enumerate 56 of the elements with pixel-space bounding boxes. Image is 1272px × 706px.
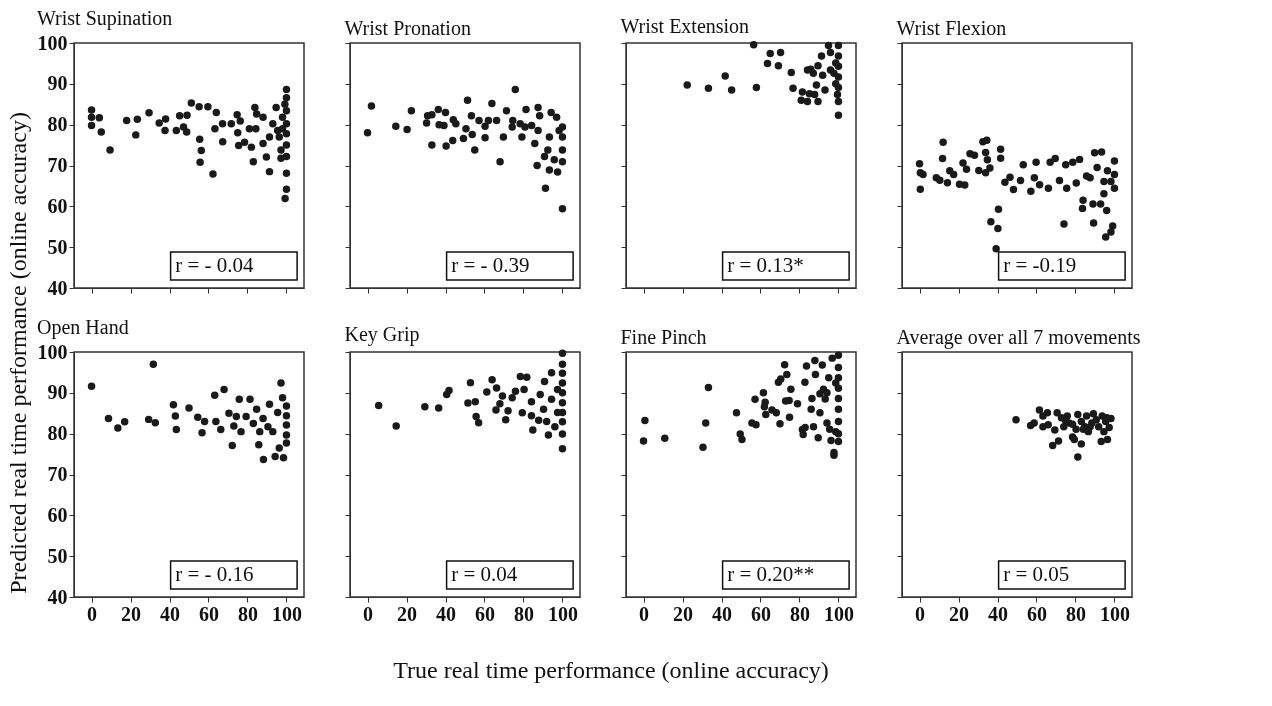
y-tick-label: 50 [47, 544, 68, 567]
y-axis-title: Predicted real time performance (online accuracy) [5, 112, 31, 594]
annotation: r = 0.04 [451, 562, 518, 586]
x-tick-label: 100 [1099, 602, 1130, 625]
y-tick-label: 70 [47, 154, 68, 176]
y-tick-label: 90 [47, 381, 68, 404]
x-tick-label: 100 [823, 602, 854, 625]
y-tick-label: 40 [47, 585, 68, 608]
annotation: r = 0.20** [727, 562, 815, 586]
x-tick-label: 100 [271, 602, 302, 625]
chart-title: Wrist Pronation [344, 16, 471, 39]
chart-title: Key Grip [344, 323, 420, 347]
x-tick-label: 80 [513, 602, 534, 625]
x-tick-label: 40 [160, 602, 181, 625]
x-tick-label: 40 [712, 602, 733, 625]
x-tick-label: 0 [639, 602, 650, 625]
annotation: r = 0.13* [727, 253, 804, 277]
x-tick-label: 0 [915, 602, 926, 625]
x-tick-label: 0 [87, 602, 98, 625]
x-tick-label: 80 [1065, 602, 1086, 625]
annotation: r = - 0.16 [175, 562, 254, 586]
annotation: r = 0.05 [1003, 562, 1070, 586]
chart-title: Open Hand [37, 316, 129, 339]
y-tick-label: 90 [47, 72, 68, 95]
x-tick-label: 80 [237, 602, 258, 625]
chart-title: Fine Pinch [620, 325, 707, 348]
x-tick-label: 100 [547, 602, 578, 625]
x-tick-label: 20 [121, 602, 142, 625]
chart-title: Wrist Extension [620, 14, 750, 37]
chart-title: Average over all 7 movements [896, 325, 1141, 349]
chart-title: Wrist Flexion [896, 16, 1007, 39]
x-tick-label: 60 [474, 602, 495, 625]
x-tick-label: 60 [198, 602, 219, 625]
chart-title: Wrist Supination [37, 7, 173, 30]
x-tick-label: 60 [750, 602, 771, 625]
x-tick-label: 40 [988, 602, 1009, 625]
y-tick-label: 80 [47, 422, 68, 445]
y-tick-label: 50 [47, 235, 68, 258]
x-tick-label: 20 [949, 602, 970, 625]
annotation: r = -0.19 [1003, 253, 1077, 277]
x-tick-label: 80 [789, 602, 810, 625]
y-tick-label: 60 [47, 503, 68, 526]
annotation: r = - 0.04 [175, 253, 255, 277]
y-tick-label: 70 [47, 463, 68, 485]
y-tick-label: 100 [37, 31, 68, 54]
y-tick-label: 40 [47, 276, 68, 299]
y-tick-label: 60 [47, 194, 68, 217]
x-tick-label: 20 [673, 602, 694, 625]
x-axis-title: True real time performance (online accuracy) [393, 657, 829, 683]
x-tick-label: 40 [436, 602, 457, 625]
x-tick-label: 20 [397, 602, 418, 625]
annotation: r = - 0.39 [451, 253, 530, 277]
y-tick-label: 100 [37, 340, 68, 363]
y-tick-label: 80 [47, 113, 68, 136]
x-tick-label: 60 [1026, 602, 1047, 625]
x-tick-label: 0 [363, 602, 374, 625]
